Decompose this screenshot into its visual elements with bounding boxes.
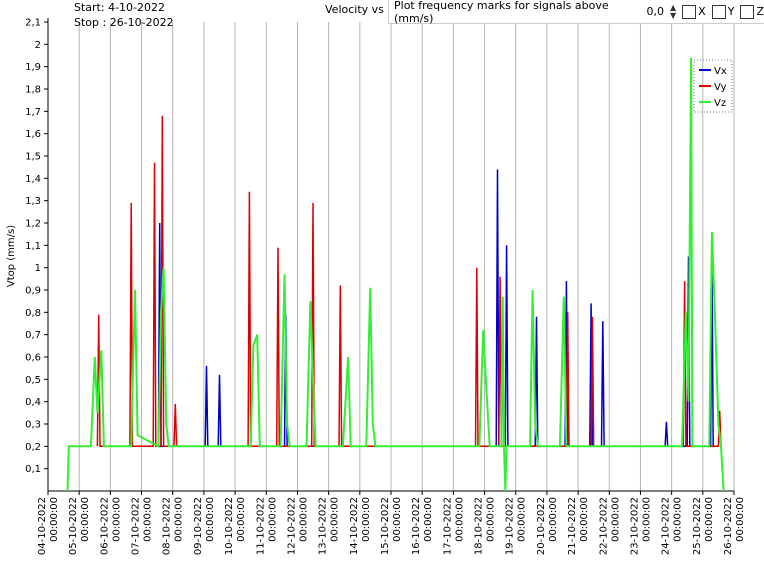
x-tick-label: 08-10-202200:00:00 [162,497,185,555]
x-tick-label: 13-10-202200:00:00 [318,497,341,555]
x-tick-label: 19-10-202200:00:00 [505,497,528,555]
series-line [66,57,725,492]
x-tick-label: 26-10-202200:00:00 [723,497,746,555]
spinner[interactable]: ▲ ▼ [670,2,677,20]
series-line [157,169,714,448]
checkbox-label: X [698,5,706,18]
y-tick-label: 1,2 [25,219,41,230]
checkbox-y[interactable]: Y [711,4,735,19]
x-tick-label: 06-10-202200:00:00 [99,497,122,555]
x-tick-label: 23-10-202200:00:00 [629,497,652,555]
start-label: Start: 4-10-2022 [74,1,166,14]
x-tick-label: 18-10-202200:00:00 [474,497,497,555]
x-tick-label: 25-10-202200:00:00 [692,497,715,555]
stop-label: Stop : 26-10-2022 [74,16,174,29]
x-tick-label: 09-10-202200:00:00 [193,497,216,555]
y-tick-label: 0,4 [25,397,41,408]
y-tick-label: 0,9 [25,286,41,297]
x-tick-label: 16-10-202200:00:00 [411,497,434,555]
x-tick-label: 04-10-202200:00:00 [37,497,60,555]
checkbox-label: Y [727,5,735,18]
x-tick-label: 07-10-202200:00:00 [131,497,154,555]
controls: Plot frequency marks for signals above (… [388,0,764,25]
y-tick-label: 2 [35,40,41,51]
y-tick-label: 0,6 [25,353,41,364]
checkbox-x[interactable]: X [682,4,706,19]
y-tick-label: 1,4 [25,174,41,185]
x-tick-label: 15-10-202200:00:00 [380,497,403,555]
x-tick-label: 22-10-202200:00:00 [598,497,621,555]
chart-title: Velocity vs [325,3,384,16]
y-tick-label: 0,2 [25,442,41,453]
y-tick-label: 1,1 [25,241,41,252]
y-tick-label: 0,3 [25,420,41,431]
x-tick-label: 24-10-202200:00:00 [661,497,684,555]
threshold-label: Plot frequency marks for signals above (… [394,0,609,25]
x-tick-label: 17-10-202200:00:00 [442,497,465,555]
y-tick-label: 1,5 [25,152,41,163]
y-tick-label: 0,1 [25,464,41,475]
y-tick-label: 0,5 [25,375,41,386]
y-tick-label: 1,3 [25,196,41,207]
y-tick-label: 1 [35,263,41,274]
x-tick-label: 21-10-202200:00:00 [567,497,590,555]
x-tick-label: 20-10-202200:00:00 [536,497,559,555]
x-tick-label: 05-10-202200:00:00 [68,497,91,555]
y-axis-label: Vtop (mm/s) [6,225,17,287]
legend-label: Vz [714,98,726,109]
threshold-value[interactable]: 0,0 [646,5,665,18]
y-tick-label: 1,8 [25,85,41,96]
legend-box [693,59,733,113]
x-tick-label: 12-10-202200:00:00 [286,497,309,555]
y-tick-label: 2,1 [25,18,41,29]
x-tick-label: 14-10-202200:00:00 [349,497,372,555]
y-tick-label: 0,7 [25,330,41,341]
y-tick-label: 1,7 [25,107,41,118]
legend-label: Vy [714,82,727,93]
checkbox-z[interactable]: Z [740,4,764,19]
series-line [96,115,722,448]
x-tick-label: 11-10-202200:00:00 [255,497,278,555]
x-tick-label: 10-10-202200:00:00 [224,497,247,555]
y-tick-label: 1,6 [25,129,41,140]
checkbox-label: Z [756,5,764,18]
legend-label: Vx [714,66,727,77]
y-tick-label: 1,9 [25,62,41,73]
y-tick-label: 0,8 [25,308,41,319]
